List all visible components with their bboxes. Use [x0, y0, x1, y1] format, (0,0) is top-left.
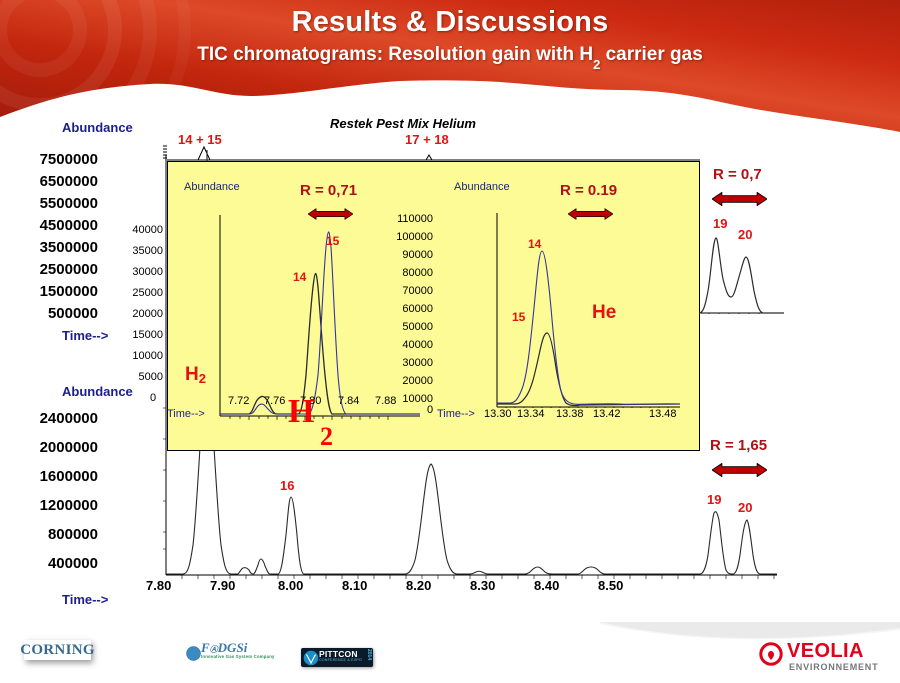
svg-text:14: 14: [528, 237, 542, 251]
svg-text:14: 14: [293, 270, 307, 284]
svg-text:H2: H2: [185, 364, 206, 386]
svg-text:15: 15: [512, 310, 526, 324]
svg-text:He: He: [592, 302, 616, 323]
svg-text:15: 15: [326, 234, 340, 248]
